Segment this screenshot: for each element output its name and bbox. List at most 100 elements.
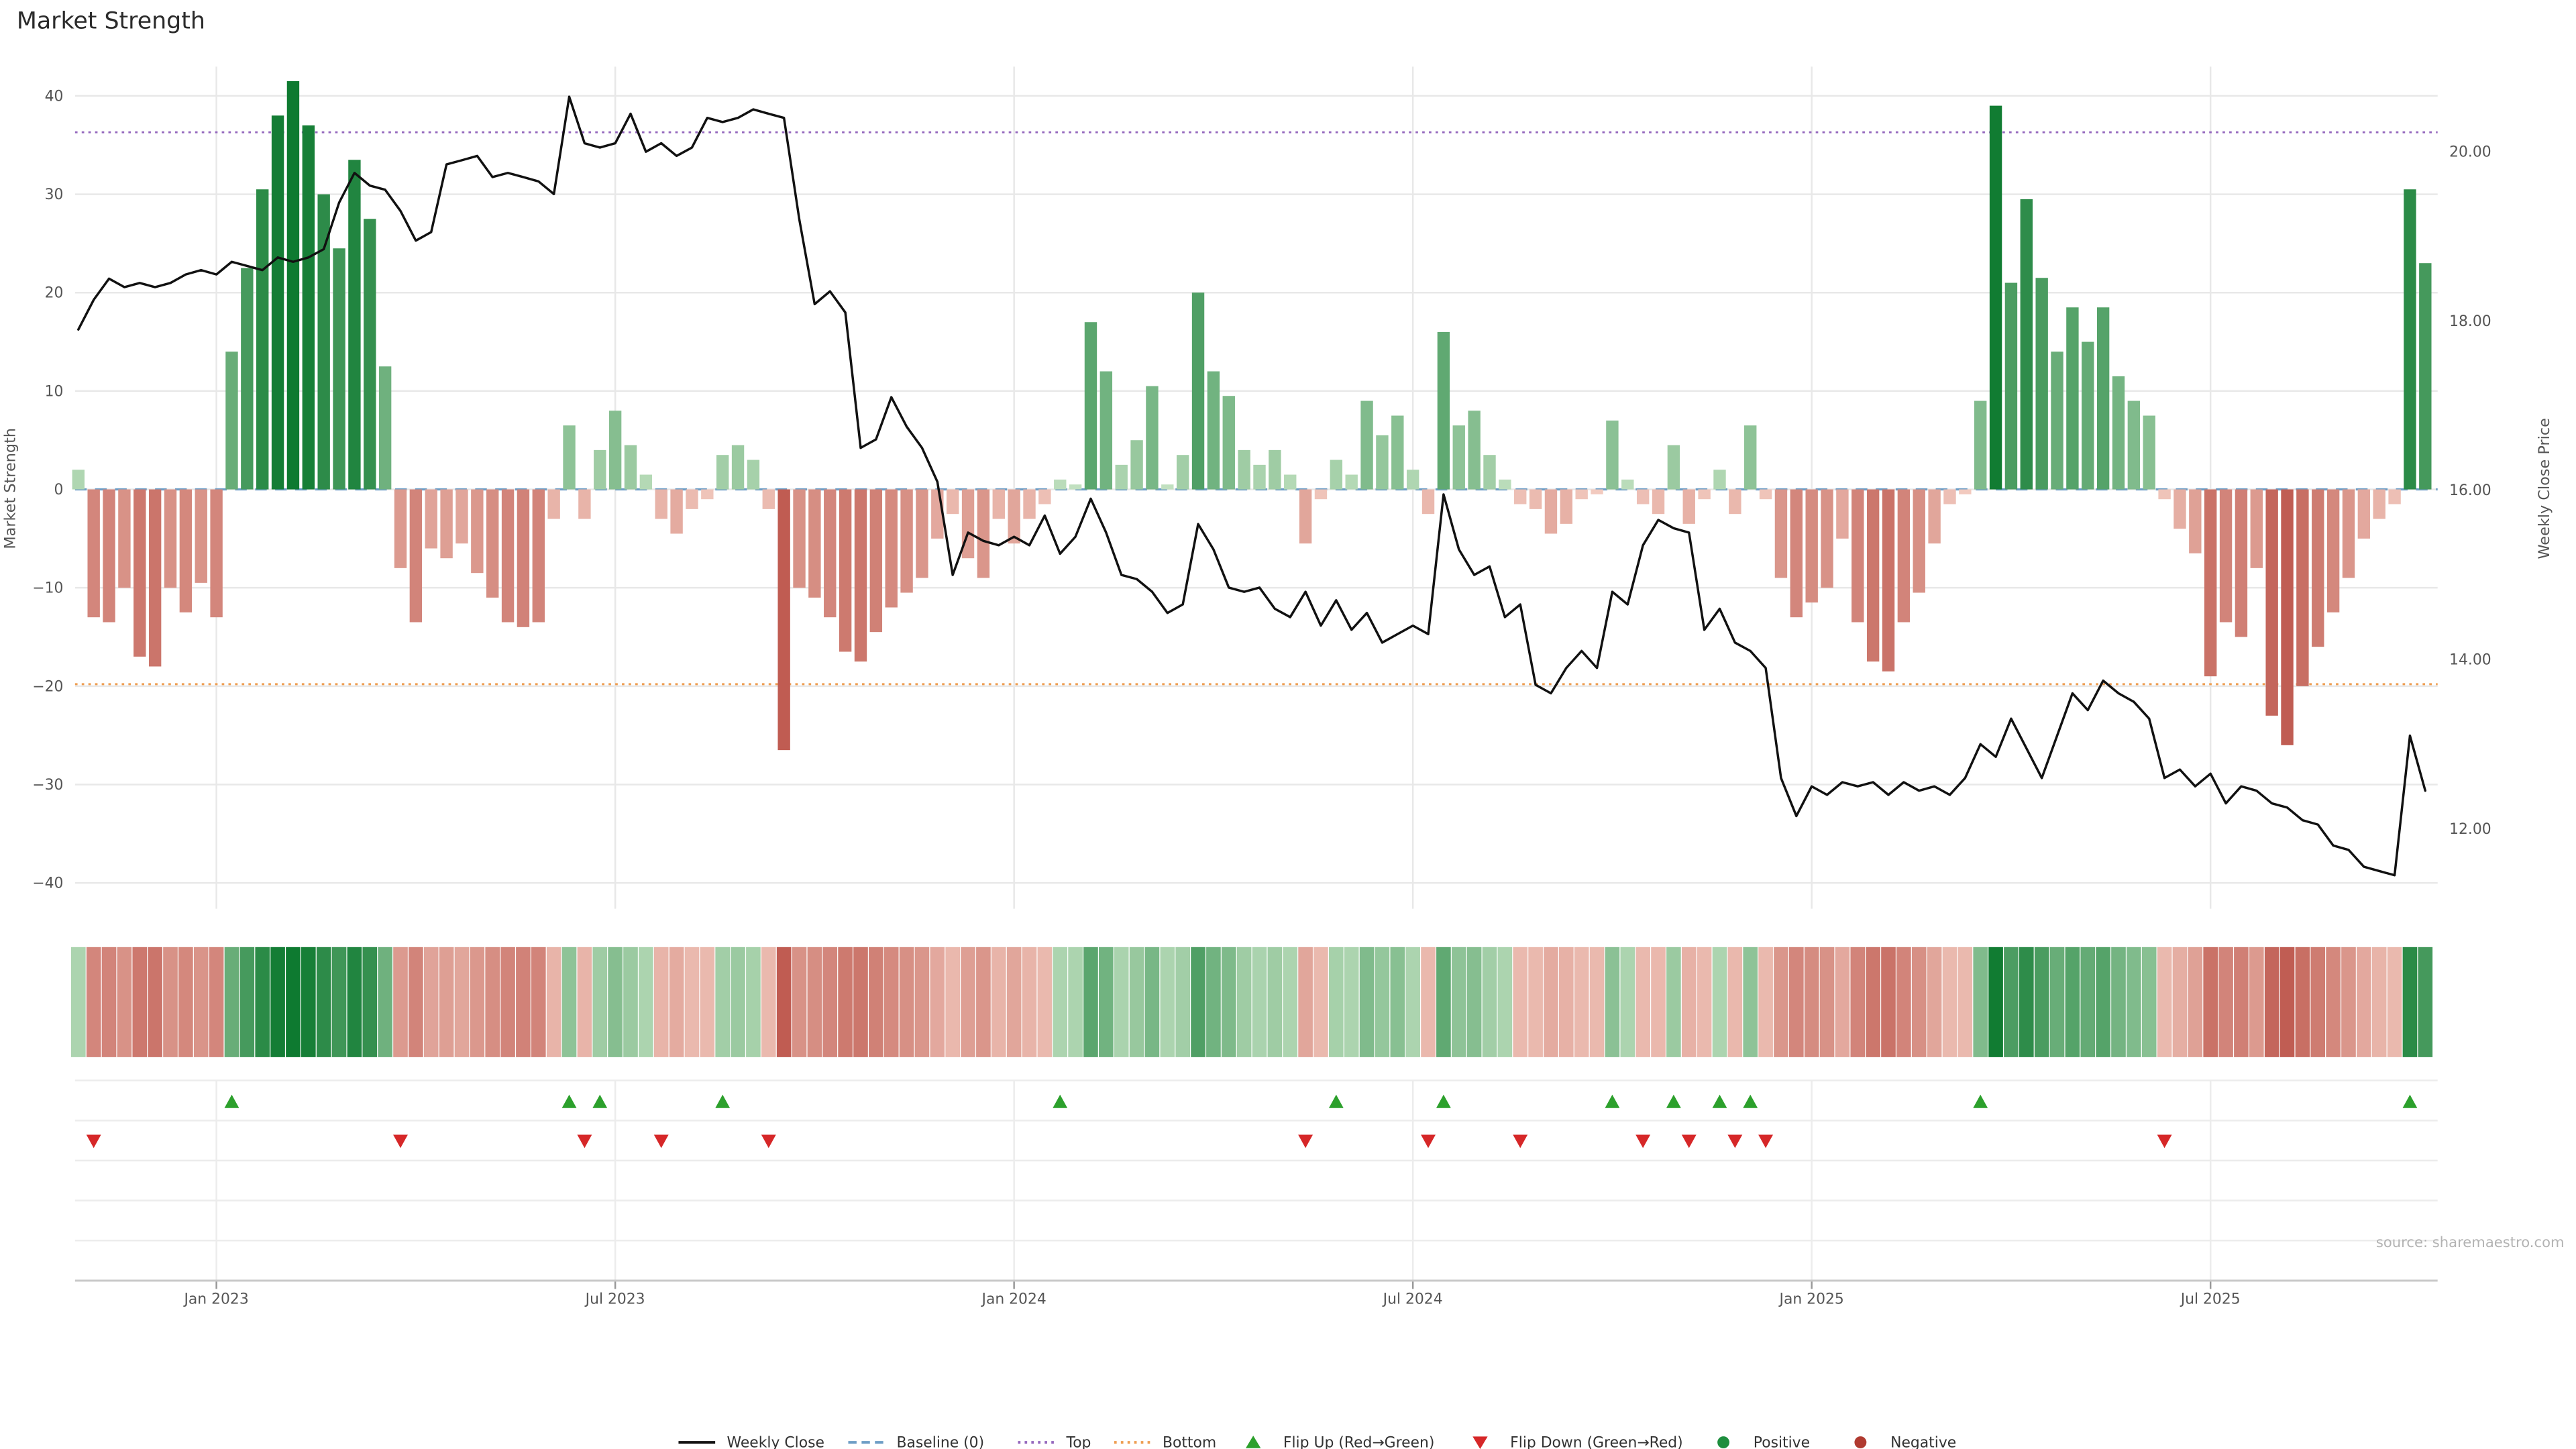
- heatmap-cell: [2279, 947, 2295, 1057]
- strength-bar: [1560, 489, 1573, 524]
- heatmap-cell: [1206, 947, 1221, 1057]
- legend-item-positive[interactable]: Positive: [1717, 1435, 1810, 1449]
- heatmap-cell: [1774, 947, 1788, 1057]
- strength-bar: [2219, 489, 2233, 623]
- legend-item-baseline[interactable]: Baseline (0): [848, 1435, 984, 1449]
- flip-down-marker: [1681, 1134, 1697, 1148]
- flip-up-marker: [1743, 1094, 1758, 1108]
- flip-up-marker: [224, 1094, 239, 1108]
- strength-bar: [1514, 489, 1527, 504]
- strength-bar: [225, 352, 238, 490]
- flip-down-marker: [393, 1134, 408, 1148]
- strength-bar: [1606, 420, 1619, 490]
- flip-down-marker: [1635, 1134, 1651, 1148]
- heatmap-cell: [2357, 947, 2371, 1057]
- heatmap-cell: [2034, 947, 2049, 1057]
- heatmap-cell: [1788, 947, 1804, 1057]
- strength-bar: [731, 445, 745, 490]
- heatmap-cell: [255, 947, 270, 1057]
- strength-bar: [378, 366, 392, 490]
- strength-bar: [1238, 449, 1250, 490]
- heatmap-cell: [746, 947, 761, 1057]
- flip-down-marker: [1727, 1134, 1743, 1148]
- strength-bar: [2342, 489, 2355, 578]
- strength-bar: [1882, 489, 1895, 672]
- strength-bar: [2112, 376, 2125, 490]
- strength-bar: [2404, 189, 2416, 490]
- strength-bar: [716, 455, 729, 490]
- right-axis-tick-label: 14.00: [2449, 652, 2491, 669]
- right-axis-tick-label: 20.00: [2449, 144, 2491, 161]
- left-axis-tick-label: 10: [45, 383, 64, 400]
- heatmap-cell: [1819, 947, 1835, 1057]
- strength-bar: [2250, 489, 2263, 568]
- strength-bar: [532, 489, 545, 623]
- heatmap-cell: [2172, 947, 2188, 1057]
- heatmap-cell: [976, 947, 991, 1057]
- legend-item-negative[interactable]: Negative: [1854, 1435, 1956, 1449]
- strength-bar: [869, 489, 883, 633]
- x-axis-tick-label: Jul 2024: [1382, 1291, 1443, 1308]
- strength-bar: [1805, 489, 1818, 603]
- heatmap-cell: [1681, 947, 1697, 1057]
- flip-down-marker: [86, 1134, 101, 1148]
- strength-bar: [302, 125, 315, 490]
- x-axis-tick-label: Jul 2023: [584, 1291, 645, 1308]
- heatmap-cell: [1405, 947, 1420, 1057]
- legend-item-bottom[interactable]: Bottom: [1114, 1435, 1216, 1449]
- heatmap-cell: [1528, 947, 1543, 1057]
- heatmap-cell: [1313, 947, 1328, 1057]
- legend-label: Baseline (0): [897, 1435, 985, 1449]
- heatmap-cell: [1896, 947, 1911, 1057]
- strength-bar: [1544, 489, 1558, 534]
- heatmap-cell: [393, 947, 408, 1057]
- heatmap-cell: [2065, 947, 2080, 1057]
- heatmap-cell: [2141, 947, 2157, 1057]
- heatmap-cell: [991, 947, 1006, 1057]
- strength-bar: [1774, 489, 1788, 578]
- heatmap-cell: [1068, 947, 1083, 1057]
- strength-bar: [639, 474, 653, 490]
- flip-down-marker: [1758, 1134, 1774, 1148]
- legend-item-top[interactable]: Top: [1018, 1435, 1091, 1449]
- heatmap-cell: [2127, 947, 2141, 1057]
- strength-bar: [1330, 460, 1343, 490]
- strength-bar: [885, 489, 898, 608]
- heatmap-cell: [2019, 947, 2034, 1057]
- heatmap-cell: [1344, 947, 1359, 1057]
- heatmap-cell: [899, 947, 914, 1057]
- flip-up-marker: [1328, 1094, 1344, 1108]
- heatmap-cell: [2004, 947, 2019, 1057]
- heatmap-cell: [1451, 947, 1466, 1057]
- legend-item-flip-up[interactable]: Flip Up (Red→Green): [1245, 1435, 1434, 1449]
- flip-down-marker: [1298, 1134, 1313, 1148]
- heatmap-cell: [2096, 947, 2110, 1057]
- left-axis-tick-label: −10: [32, 580, 63, 597]
- page-title: Market Strength: [17, 7, 205, 34]
- strength-bar: [1759, 489, 1772, 500]
- heatmap-cell: [1390, 947, 1405, 1057]
- strength-bar: [2066, 307, 2079, 490]
- flip-up-marker: [1666, 1094, 1681, 1108]
- right-axis-title: Weekly Close Price: [2536, 418, 2553, 559]
- strength-bar: [1621, 479, 1634, 490]
- strength-bars: [72, 80, 2432, 751]
- heatmap-cell: [1850, 947, 1866, 1057]
- heatmap-cell: [224, 947, 239, 1057]
- heatmap-cell: [1712, 947, 1727, 1057]
- flip-down-marker: [1421, 1134, 1436, 1148]
- flip-up-marker: [1053, 1094, 1068, 1108]
- legend-item-weekly-close[interactable]: Weekly Close: [678, 1435, 824, 1449]
- heatmap-cell: [1942, 947, 1957, 1057]
- heatmap-cell: [1359, 947, 1375, 1057]
- strength-bar: [670, 489, 683, 534]
- strength-bar: [2189, 489, 2202, 553]
- strength-bar: [1099, 371, 1113, 490]
- strength-bar: [1897, 489, 1911, 623]
- legend-item-flip-down[interactable]: Flip Down (Green→Red): [1472, 1435, 1683, 1449]
- strength-bar: [1130, 440, 1143, 490]
- strength-bar: [1176, 455, 1189, 490]
- heatmap-cell: [822, 947, 838, 1057]
- heatmap-cell: [1482, 947, 1497, 1057]
- x-axis-tick-label: Jan 2023: [182, 1291, 248, 1308]
